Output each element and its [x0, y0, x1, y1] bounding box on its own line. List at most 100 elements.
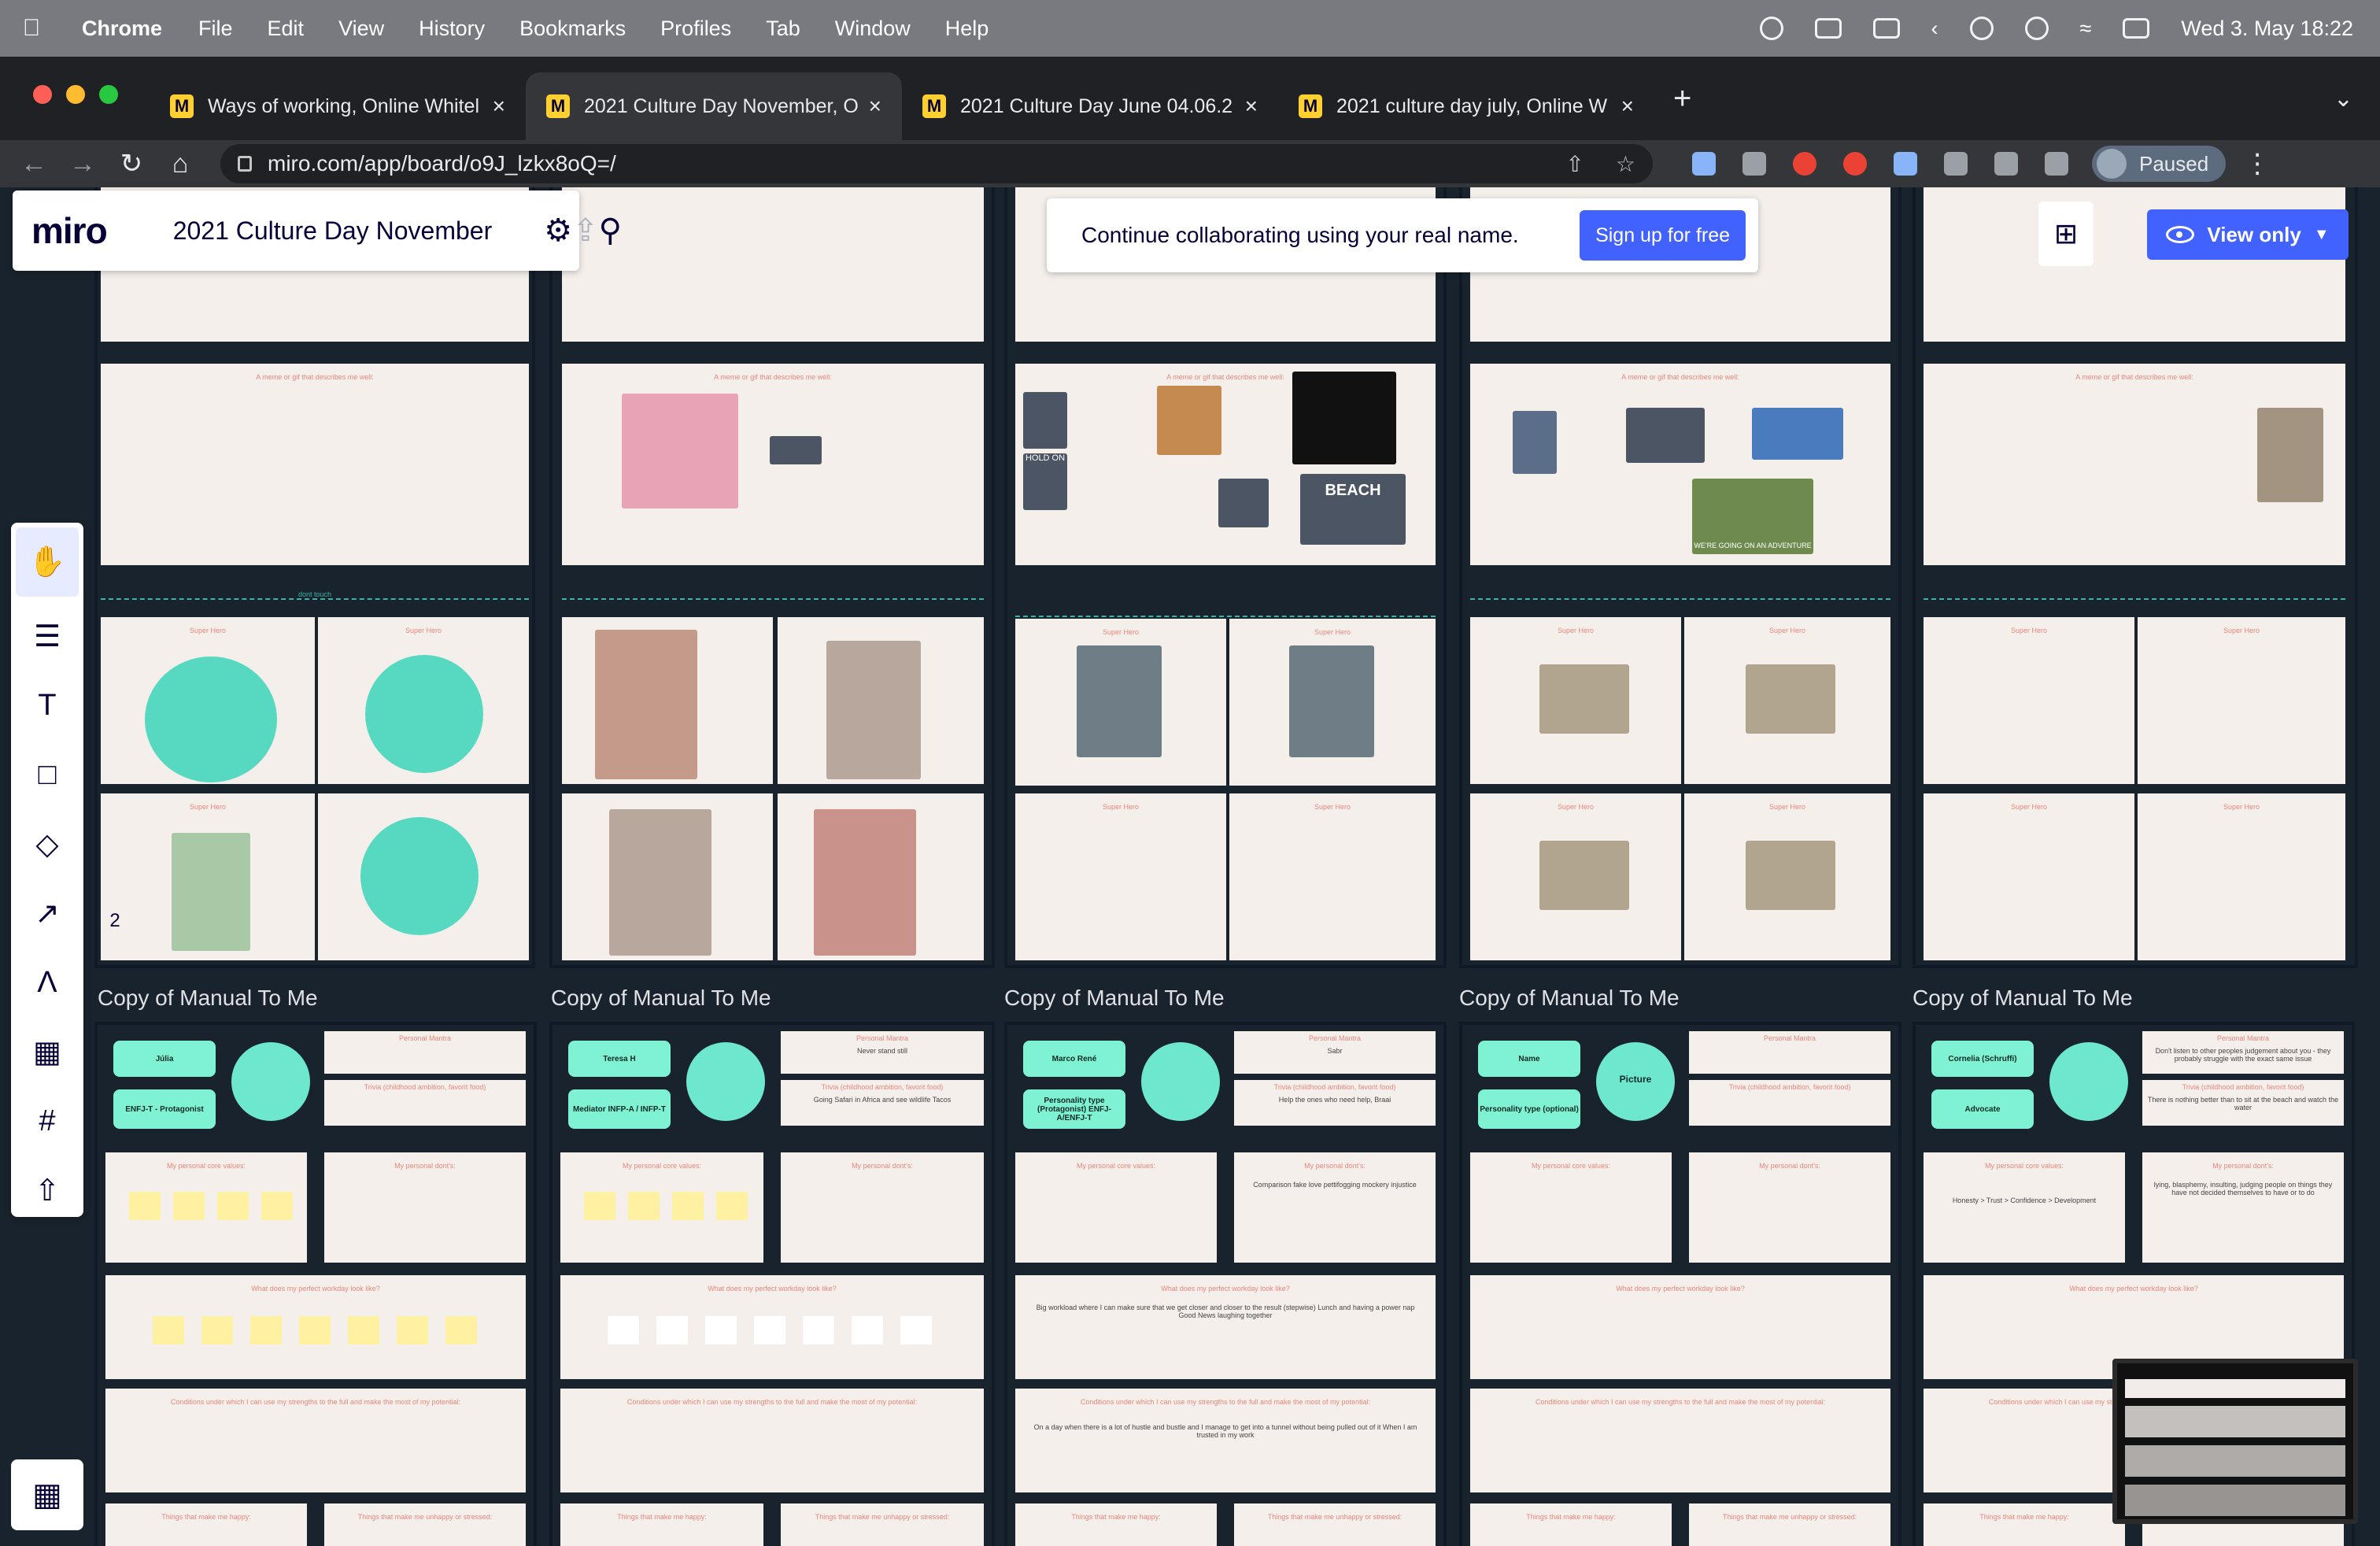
manual-frame[interactable] — [549, 1022, 995, 1546]
menu-history[interactable]: History — [419, 16, 486, 40]
sticky-note — [852, 1316, 883, 1344]
menu-profiles[interactable]: Profiles — [660, 16, 732, 40]
lock-icon[interactable] — [238, 156, 252, 172]
board-minimap[interactable] — [2112, 1359, 2358, 1524]
wifi-icon[interactable]: ≈ — [2079, 16, 2092, 40]
slide-col2-top — [562, 187, 984, 342]
new-tab-button[interactable]: + — [1673, 80, 1692, 116]
browser-tab-culture-day-november[interactable]: M 2021 Culture Day November, O × — [526, 72, 902, 140]
sticky-note — [173, 1192, 205, 1220]
vpn-icon[interactable] — [2024, 17, 2049, 40]
shapes-tool-icon[interactable]: ◇ — [35, 827, 59, 861]
extension-box-icon[interactable] — [1894, 152, 1917, 176]
frame-title[interactable]: Copy of Manual To Me — [1913, 986, 2133, 1010]
close-tab-icon[interactable]: × — [492, 94, 505, 118]
miro-board-canvas[interactable]: A meme or gif that describes me well: do… — [0, 187, 2380, 1546]
miro-favicon-icon: M — [1299, 94, 1322, 118]
menu-bookmarks[interactable]: Bookmarks — [519, 16, 626, 40]
workday-card: What does my perfect workday look like? — [1470, 1275, 1890, 1379]
forward-button[interactable]: → — [69, 148, 96, 179]
manual-frame[interactable] — [94, 1022, 537, 1546]
browser-tab-culture-day-june[interactable]: M 2021 Culture Day June 04.06.2 × — [902, 72, 1278, 140]
personality-type-pill: Advocate — [1931, 1089, 2034, 1129]
templates-tool-icon[interactable]: ▦ — [33, 1035, 61, 1069]
text-tool-icon[interactable]: T — [38, 688, 57, 722]
bitwarden-extension-icon[interactable] — [1692, 152, 1716, 176]
search-icon[interactable]: ⚲ — [598, 213, 622, 248]
close-tab-icon[interactable]: × — [1621, 94, 1634, 118]
comment-tool-icon[interactable]: ☰ — [33, 620, 61, 653]
frame-title[interactable]: Copy of Manual To Me — [98, 986, 318, 1010]
browser-tab-culture-day-july[interactable]: M 2021 culture day july, Online W × — [1278, 72, 1654, 140]
personality-type-pill: Personality type (Protagonist) ENFJ-A/EN… — [1023, 1089, 1125, 1129]
back-button[interactable]: ← — [20, 148, 47, 179]
extension-badge-icon[interactable] — [1843, 152, 1867, 176]
apple-logo-icon[interactable]:  — [0, 15, 63, 42]
zoom-window-button[interactable] — [99, 85, 118, 104]
sign-up-button[interactable]: Sign up for free — [1580, 210, 1746, 261]
frame-column-2[interactable] — [549, 187, 995, 968]
frame-title[interactable]: Copy of Manual To Me — [1459, 986, 1680, 1010]
frame-title[interactable]: Copy of Manual To Me — [1004, 986, 1225, 1010]
frames-panel-icon[interactable]: ▦ — [11, 1459, 83, 1530]
battery-icon[interactable] — [1814, 18, 1842, 39]
extension-glasses-icon[interactable] — [1743, 152, 1766, 176]
reload-button[interactable]: ↻ — [120, 149, 143, 179]
minimize-window-button[interactable] — [66, 85, 85, 104]
manual-frame[interactable] — [1913, 1022, 2355, 1546]
meme-photo — [1218, 479, 1269, 527]
menubar-app-name[interactable]: Chrome — [82, 16, 163, 40]
close-tab-icon[interactable]: × — [868, 94, 881, 118]
view-only-button[interactable]: View only ▼ — [2147, 209, 2349, 260]
manual-frame[interactable] — [1004, 1022, 1447, 1546]
board-title[interactable]: 2021 Culture Day November — [172, 216, 493, 245]
frame-column-1[interactable] — [94, 187, 535, 968]
upload-tool-icon[interactable]: ⇧ — [35, 1174, 60, 1208]
frame-column-4[interactable] — [1459, 187, 1901, 968]
frame-column-3[interactable] — [1004, 187, 1447, 968]
menu-tab[interactable]: Tab — [766, 16, 800, 40]
tab-search-chevron-icon[interactable]: ⌄ — [2333, 85, 2353, 112]
reading-list-icon[interactable] — [1994, 152, 2018, 176]
chrome-menu-icon[interactable]: ⋮ — [2244, 149, 2271, 179]
dont-touch-line — [101, 598, 529, 600]
extensions-puzzle-icon[interactable] — [1944, 152, 1968, 176]
bookmark-star-icon[interactable]: ☆ — [1615, 151, 1635, 176]
slide-super-hero — [562, 617, 773, 784]
manual-frame[interactable] — [1459, 1022, 1901, 1546]
share-icon[interactable]: ⇧ — [1565, 151, 1584, 176]
settings-gear-icon[interactable]: ⚙ — [544, 213, 573, 248]
pen-tool-icon[interactable]: Λ — [37, 965, 57, 999]
control-center-icon[interactable] — [2123, 18, 2150, 39]
menu-help[interactable]: Help — [944, 16, 989, 40]
pocket-extension-icon[interactable] — [1793, 152, 1816, 176]
connection-line-tool-icon[interactable]: ↗ — [35, 897, 60, 930]
menubar-clock[interactable]: Wed 3. May 18:22 — [2181, 16, 2353, 40]
close-window-button[interactable] — [33, 85, 52, 104]
export-upload-icon[interactable]: ⇪ — [572, 213, 599, 248]
side-panel-icon[interactable] — [2045, 152, 2068, 176]
display-icon[interactable] — [1872, 18, 1900, 39]
menu-window[interactable]: Window — [834, 16, 911, 40]
sticky-note — [217, 1192, 249, 1220]
frame-column-5[interactable] — [1913, 187, 2358, 968]
home-button[interactable]: ⌂ — [172, 148, 189, 179]
airpods-icon[interactable] — [1969, 17, 1994, 40]
trivia-card: Trivia (childhood ambition, favorit food… — [324, 1080, 526, 1126]
time-machine-icon[interactable] — [1759, 17, 1783, 40]
super-hero-caption: Super Hero — [1557, 803, 1595, 811]
menu-edit[interactable]: Edit — [267, 16, 305, 40]
frame-title[interactable]: Copy of Manual To Me — [551, 986, 771, 1010]
apps-shapes-icon[interactable]: ⊞ — [2038, 202, 2094, 266]
browser-tab-ways-of-working[interactable]: M Ways of working, Online Whitel × — [150, 72, 526, 140]
hand-tool-icon[interactable]: ✋ — [16, 527, 79, 597]
miro-logo[interactable]: miro — [31, 210, 108, 251]
menu-view[interactable]: View — [338, 16, 385, 40]
chevron-left-icon[interactable]: ‹ — [1931, 16, 1938, 40]
profile-button[interactable]: Paused — [2092, 146, 2227, 182]
sticky-note-tool-icon[interactable]: □ — [38, 757, 57, 791]
close-tab-icon[interactable]: × — [1244, 94, 1258, 118]
frame-tool-icon[interactable]: # — [39, 1104, 56, 1137]
address-bar[interactable]: miro.com/app/board/o9J_lzkx8oQ=/ ⇧ ☆ — [220, 144, 1653, 183]
menu-file[interactable]: File — [198, 16, 233, 40]
